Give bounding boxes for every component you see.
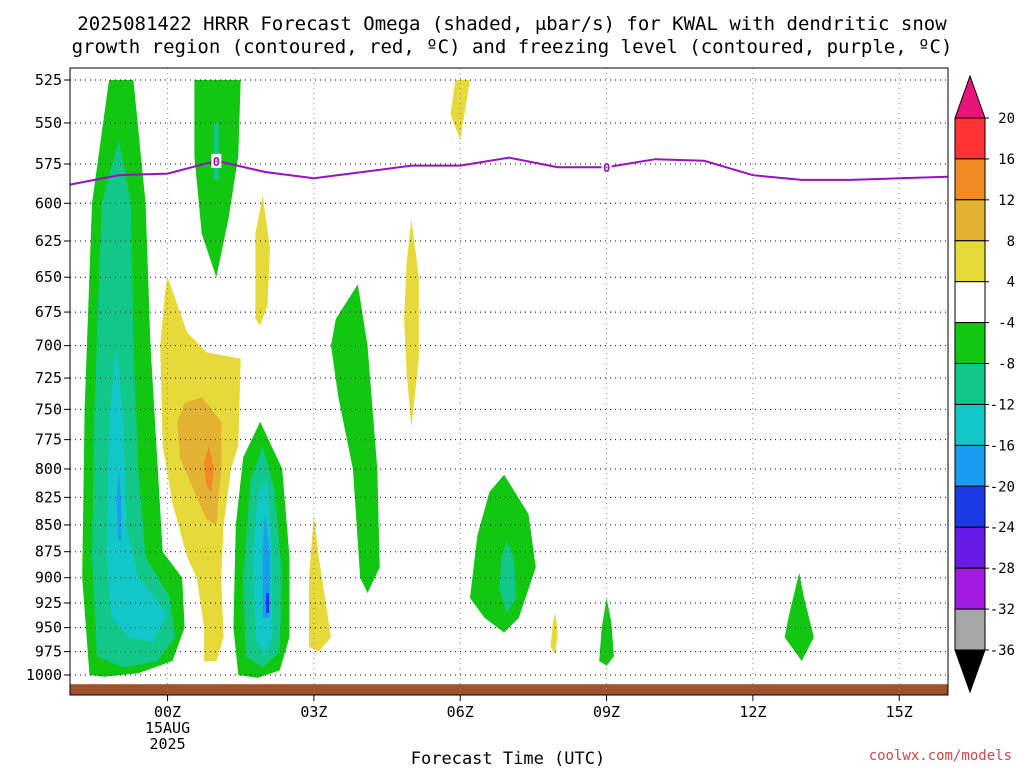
colorbar-label: -4 [998,316,1015,332]
y-tick-label: 775 [35,431,62,449]
y-tick-label: 600 [35,194,62,212]
omega-region-15 [784,572,814,661]
y-tick-label: 1000 [26,666,62,684]
colorbar-band [954,281,986,324]
colorbar-label: -20 [990,479,1015,495]
colorbar-band [954,444,986,487]
y-tick-label: 550 [35,114,62,132]
colorbar-bottom-extend [954,649,986,694]
colorbar-label: 4 [1007,275,1015,291]
colorbar-band [954,363,986,405]
x-axis-label: Forecast Time (UTC) [411,749,605,768]
freezing-label-bg [601,160,612,175]
colorbar-band [954,117,986,160]
x-tick-label: 09Z [593,703,620,721]
omega-region-11 [331,284,380,593]
x-tick-label: 03Z [300,703,327,721]
omega-region-21 [404,218,419,428]
omega-region-14 [599,598,614,666]
omega-region-10 [266,593,269,613]
colorbar-band [954,485,986,528]
colorbar-label: 20 [998,111,1015,127]
y-tick-label: 525 [35,71,62,89]
x-tick-label: 00Z [154,703,181,721]
y-tick-label: 950 [35,619,62,637]
y-tick-label: 925 [35,594,62,612]
y-tick-label: 975 [35,643,62,661]
colorbar-label: 8 [1007,234,1015,250]
pressure-axis: 525 550 575 600 625 650 675 700 725 750 775 800 825 8… [26,71,70,684]
y-tick-label: 650 [35,268,62,286]
omega-region-18 [204,445,214,492]
y-tick-label: 575 [35,155,62,173]
omega-region-17 [177,397,222,525]
colorbar-band [954,404,986,446]
freezing-level-line [69,156,949,186]
omega-colorbar: 20 16 12 8 4 -4 -8 -12 -16 -20 -24 -28 -32 -36 [954,74,1015,694]
colorbar-label: -28 [990,561,1015,577]
y-tick-label: 825 [35,488,62,506]
x-tick-label: 15Z [886,703,913,721]
colorbar-band [954,240,986,283]
omega-region-23 [550,612,558,655]
colorbar-label: -32 [990,602,1015,618]
y-tick-label: 725 [35,369,62,387]
colorbar-band [954,526,986,569]
y-tick-label: 875 [35,543,62,561]
source-credit: coolwx.com/models [869,748,1012,764]
omega-region-3 [116,468,122,542]
x-tick-label: 06Z [447,703,474,721]
omega-region-2 [106,345,168,643]
chart-title-line-2: growth region (contoured, red, ºC) and f… [72,36,953,58]
omega-shading [82,80,814,678]
colorbar-top-extend [954,74,986,119]
omega-region-22 [309,514,331,652]
colorbar-label: -8 [998,357,1015,373]
colorbar-label: 12 [998,193,1015,209]
colorbar-label: 16 [998,152,1015,168]
y-tick-label: 850 [35,516,62,534]
freezing-level-label: 0 [213,155,220,169]
x-tick-label: 12Z [739,703,766,721]
y-tick-label: 750 [35,400,62,418]
omega-region-20 [255,195,270,326]
colorbar-band [954,608,986,651]
colorbar-label: -12 [990,397,1015,413]
ground-band [70,684,948,695]
colorbar-label: -36 [990,643,1015,659]
y-tick-label: 700 [35,337,62,355]
colorbar-band [954,158,986,201]
y-tick-label: 625 [35,232,62,250]
freezing-label-bg [211,153,222,168]
y-tick-label: 800 [35,460,62,478]
y-tick-label: 675 [35,303,62,321]
colorbar-band [954,567,986,610]
ground-layer [70,684,948,695]
plot-frame [69,67,949,696]
omega-region-5 [213,123,219,180]
omega-region-13 [499,541,517,613]
colorbar-label: -16 [990,438,1015,454]
colorbar-label: -24 [990,520,1015,536]
colorbar-band [954,322,986,365]
x-tick-sublabel: 2025 [149,735,185,753]
omega-region-9 [262,514,270,618]
y-tick-label: 900 [35,569,62,587]
colorbar-band [954,199,986,242]
chart-title-line-1: 2025081422 HRRR Forecast Omega (shaded, … [77,13,947,35]
freezing-level-label: 0 [603,161,610,175]
x-tick-sublabel: 15AUG [145,719,190,737]
omega-region-19 [450,80,470,140]
